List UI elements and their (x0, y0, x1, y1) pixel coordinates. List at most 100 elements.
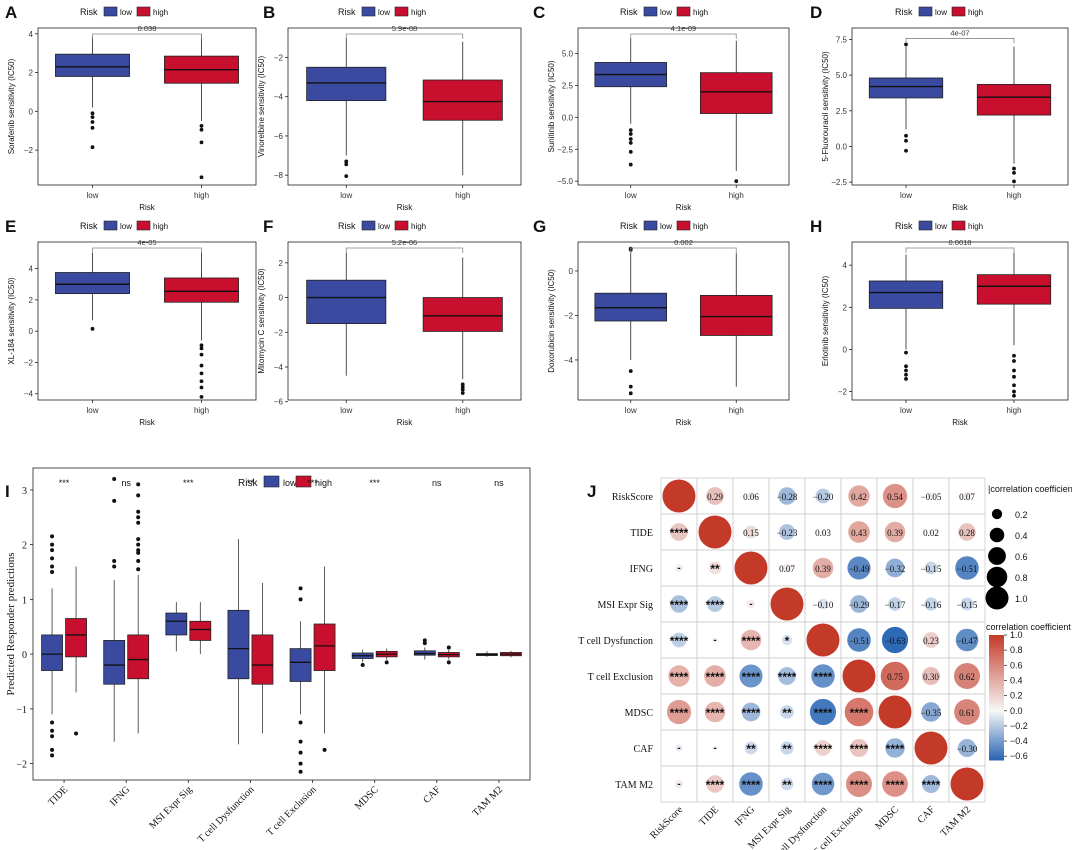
color-bar-segment (989, 728, 1004, 732)
outlier-point (734, 179, 739, 184)
legend-title: Risk (238, 478, 258, 489)
color-bar-segment (989, 657, 1004, 661)
x-tick-label: high (455, 191, 470, 200)
box-body (189, 620, 212, 641)
correlation-value: 0.15 (743, 528, 759, 538)
panel-b: B Risk low high −8 −6 −4 −2 Vinorelbine sensitiv… (257, 3, 522, 212)
x-tick-label: high (194, 191, 209, 200)
significance-label: ns (121, 478, 131, 488)
correlation-circle (960, 597, 974, 611)
panel-a: A Risk low high −2 0 2 4 Sorafenib sensitivity (… (5, 3, 257, 212)
outlier-point (298, 720, 303, 725)
correlation-value: −0.30 (957, 744, 978, 754)
correlation-value: −0.20 (813, 492, 834, 502)
correlation-circle (778, 487, 796, 505)
outlier-point (1012, 393, 1016, 398)
correlation-circle (698, 515, 732, 549)
panel-h: H Risk low high −2 0 2 4 Erlotinib sensitivity (… (810, 217, 1069, 427)
outlier-point (460, 385, 465, 389)
correlation-circle (668, 665, 690, 687)
y-tick-label: −2 (838, 388, 848, 397)
box-low (306, 252, 387, 376)
significance-mark: - (713, 635, 716, 646)
y-tick-label: 0.0 (836, 142, 848, 151)
legend-swatch-low (361, 6, 376, 17)
correlation-circle (888, 597, 902, 611)
color-bar-segment (989, 666, 1004, 669)
panel-g-risk-legend: Risk low high (620, 220, 708, 231)
box-high (976, 46, 1052, 184)
panel-label: B (263, 3, 275, 22)
correlation-circle (712, 745, 718, 751)
outlier-point (199, 385, 204, 390)
significance-mark: **** (670, 526, 689, 540)
correlation-circle (954, 663, 980, 689)
correlation-value: −0.15 (921, 564, 942, 574)
panel-f: F Risk low high −6 −4 −2 0 2 Mitomycin C sensitiv… (257, 217, 522, 427)
plot-frame (851, 27, 1069, 186)
correlation-circle (780, 777, 794, 791)
outlier-point (199, 371, 204, 376)
y-axis-label: Erlotinib sensitivity (IC50) (821, 276, 830, 367)
correlation-circle (884, 521, 906, 543)
color-legend-label: −0.6 (1010, 751, 1028, 761)
correlation-circle (708, 561, 722, 575)
outlier-point (360, 663, 365, 668)
outlier-point (50, 534, 55, 539)
correlation-circle (958, 523, 976, 541)
outlier-point (199, 352, 204, 357)
box-body (306, 66, 387, 102)
legend-swatch-high (951, 6, 966, 17)
correlation-circle (744, 741, 758, 755)
x-axis-label: Risk (952, 418, 969, 427)
color-bar-segment (989, 716, 1004, 719)
box-high-t-cell-exclusion (313, 566, 336, 752)
x-tick-label: CAF (421, 784, 443, 806)
significance-mark: - (749, 599, 752, 610)
box-low-msi-expr-sig (165, 602, 188, 652)
box-low (594, 246, 668, 396)
box-high-mdsc (375, 648, 398, 665)
y-tick-label: 2 (279, 259, 284, 268)
box-body (227, 609, 250, 680)
outlier-point (1012, 166, 1016, 171)
correlation-circle (662, 479, 696, 513)
outlier-point (90, 326, 95, 331)
legend-label-low: low (120, 222, 132, 231)
color-bar-segment (989, 651, 1004, 655)
correlation-circle (885, 558, 905, 578)
legend-swatch-low (361, 220, 376, 231)
color-bar-segment (989, 693, 1004, 696)
y-tick-label: 0.0 (562, 113, 574, 122)
color-bar-segment (989, 739, 1004, 742)
outlier-point (322, 747, 327, 752)
row-label: IFNG (630, 564, 653, 575)
panel-j: J RiskScore 0.29 0.06 −0.28 −0.20 0.42 0.54 −0.0… (578, 477, 1072, 850)
correlation-value: 0.43 (851, 528, 867, 538)
legend-swatch-high (136, 220, 151, 231)
legend-swatch-low (918, 220, 933, 231)
color-bar-segment (989, 718, 1004, 721)
significance-mark: **** (814, 670, 833, 684)
color-bar-segment (989, 741, 1004, 744)
color-bar-segment (989, 757, 1004, 761)
outlier-point (136, 537, 141, 542)
outlier-point (298, 597, 303, 602)
y-axis-label: Sunitinib sensitivity (IC50) (547, 60, 556, 152)
legend-label-high: high (693, 8, 708, 17)
panel-c-risk-legend: Risk low high (620, 6, 708, 17)
color-bar-segment (989, 701, 1004, 705)
significance-mark: **** (814, 706, 833, 720)
box-high (164, 33, 239, 180)
correlation-circle (741, 702, 761, 722)
significance-mark: ** (782, 706, 792, 720)
panel-label: E (5, 217, 16, 236)
y-tick-label: −4 (274, 363, 284, 372)
legend-swatch-low (263, 475, 280, 488)
box-low-tam-m2 (476, 651, 498, 657)
color-legend-title: correlation coefficient (986, 622, 1071, 632)
x-axis-label: Risk (139, 418, 156, 427)
legend-swatch-high (676, 6, 691, 17)
significance-mark: **** (886, 742, 905, 756)
correlation-value: −0.28 (777, 492, 798, 502)
